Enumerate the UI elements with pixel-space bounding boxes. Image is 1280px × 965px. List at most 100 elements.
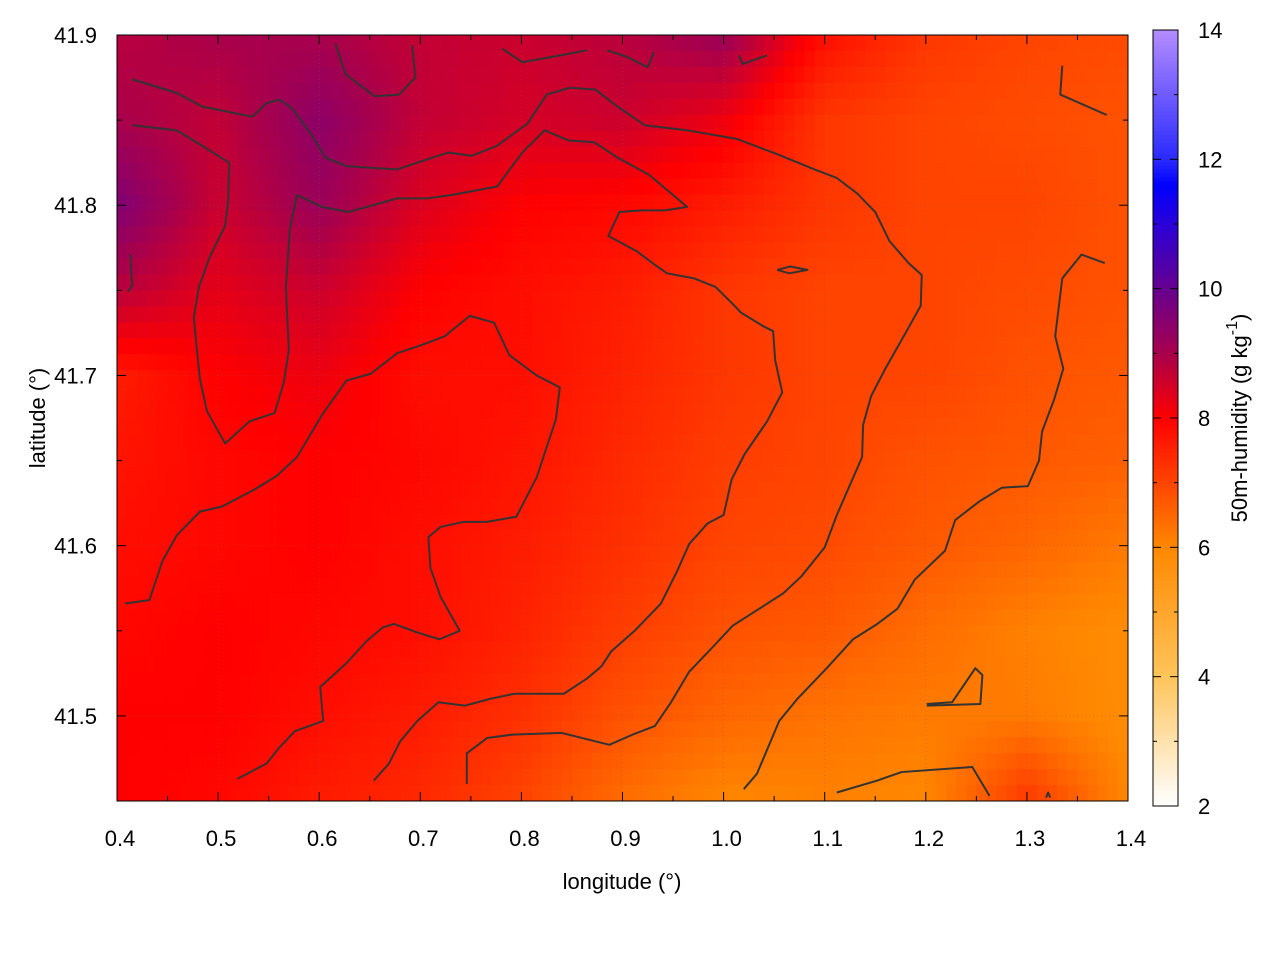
heatmap-cell: [794, 67, 805, 84]
heatmap-cell: [501, 641, 512, 658]
heatmap-cell: [865, 163, 876, 180]
heatmap-cell: [532, 625, 543, 642]
heatmap-cell: [754, 258, 765, 275]
heatmap-cell: [1098, 322, 1109, 339]
heatmap-cell: [875, 737, 886, 754]
heatmap-cell: [532, 673, 543, 690]
heatmap-cell: [815, 354, 826, 371]
heatmap-cell: [633, 737, 644, 754]
heatmap-cell: [1088, 290, 1099, 307]
heatmap-cell: [1037, 99, 1048, 116]
heatmap-cell: [572, 242, 583, 259]
heatmap-cell: [511, 258, 522, 275]
heatmap-cell: [1017, 163, 1028, 180]
heatmap-cell: [1108, 450, 1119, 467]
heatmap-cell: [1098, 705, 1109, 722]
heatmap-cell: [572, 514, 583, 531]
heatmap-cell: [339, 466, 350, 483]
heatmap-cell: [1017, 753, 1028, 770]
heatmap-cell: [774, 99, 785, 116]
heatmap-cell: [430, 35, 441, 52]
heatmap-cell: [461, 434, 472, 451]
heatmap-cell: [673, 625, 684, 642]
heatmap-cell: [986, 386, 997, 403]
heatmap-cell: [764, 290, 775, 307]
heatmap-cell: [1118, 498, 1129, 515]
heatmap-cell: [542, 147, 553, 164]
heatmap-cell: [329, 227, 340, 244]
heatmap-cell: [1108, 147, 1119, 164]
heatmap-cell: [703, 211, 714, 228]
heatmap-cell: [612, 578, 623, 595]
heatmap-cell: [1057, 211, 1068, 228]
heatmap-cell: [683, 641, 694, 658]
heatmap-cell: [804, 211, 815, 228]
heatmap-cell: [1067, 737, 1078, 754]
heatmap-cell: [228, 211, 239, 228]
heatmap-cell: [713, 242, 724, 259]
heatmap-cell: [228, 354, 239, 371]
heatmap-cell: [1007, 370, 1018, 387]
heatmap-cell: [936, 67, 947, 84]
heatmap-cell: [986, 322, 997, 339]
heatmap-cell: [350, 466, 361, 483]
heatmap-cell: [137, 147, 148, 164]
heatmap-cell: [390, 306, 401, 323]
heatmap-cell: [653, 450, 664, 467]
heatmap-cell: [248, 721, 259, 738]
heatmap-cell: [198, 211, 209, 228]
heatmap-cell: [350, 322, 361, 339]
heatmap-cell: [471, 450, 482, 467]
heatmap-cell: [329, 131, 340, 148]
heatmap-cell: [420, 594, 431, 611]
heatmap-cell: [248, 402, 259, 419]
heatmap-cell: [451, 769, 462, 786]
heatmap-cell: [532, 322, 543, 339]
heatmap-cell: [885, 99, 896, 116]
heatmap-cell: [441, 306, 452, 323]
heatmap-cell: [653, 195, 664, 212]
heatmap-cell: [794, 290, 805, 307]
heatmap-cell: [663, 227, 674, 244]
heatmap-cell: [259, 721, 270, 738]
heatmap-cell: [562, 625, 573, 642]
heatmap-cell: [774, 51, 785, 68]
heatmap-cell: [1057, 242, 1068, 259]
heatmap-cell: [238, 147, 249, 164]
heatmap-cell: [754, 625, 765, 642]
heatmap-cell: [441, 418, 452, 435]
heatmap-cell: [734, 514, 745, 531]
heatmap-cell: [137, 482, 148, 499]
heatmap-cell: [784, 83, 795, 100]
heatmap-cell: [198, 562, 209, 579]
heatmap-cell: [168, 641, 179, 658]
heatmap-cell: [713, 721, 724, 738]
heatmap-cell: [501, 370, 512, 387]
heatmap-cell: [178, 338, 189, 355]
heatmap-cell: [420, 673, 431, 690]
heatmap-cell: [713, 51, 724, 68]
heatmap-cell: [1108, 322, 1119, 339]
heatmap-cell: [208, 306, 219, 323]
heatmap-cell: [410, 386, 421, 403]
heatmap-cell: [137, 354, 148, 371]
heatmap-cell: [410, 769, 421, 786]
heatmap-cell: [1057, 386, 1068, 403]
heatmap-cell: [845, 673, 856, 690]
heatmap-cell: [269, 195, 280, 212]
heatmap-cell: [339, 562, 350, 579]
heatmap-cell: [683, 242, 694, 259]
heatmap-cell: [430, 67, 441, 84]
heatmap-cell: [441, 115, 452, 132]
heatmap-cell: [804, 354, 815, 371]
heatmap-cell: [188, 737, 199, 754]
heatmap-cell: [713, 147, 724, 164]
heatmap-cell: [137, 402, 148, 419]
heatmap-cell: [653, 705, 664, 722]
heatmap-cell: [582, 546, 593, 563]
heatmap-cell: [693, 562, 704, 579]
heatmap-cell: [1088, 147, 1099, 164]
x-axis-label: longitude (°): [563, 869, 682, 894]
heatmap-cell: [542, 530, 553, 547]
heatmap-cell: [552, 705, 563, 722]
